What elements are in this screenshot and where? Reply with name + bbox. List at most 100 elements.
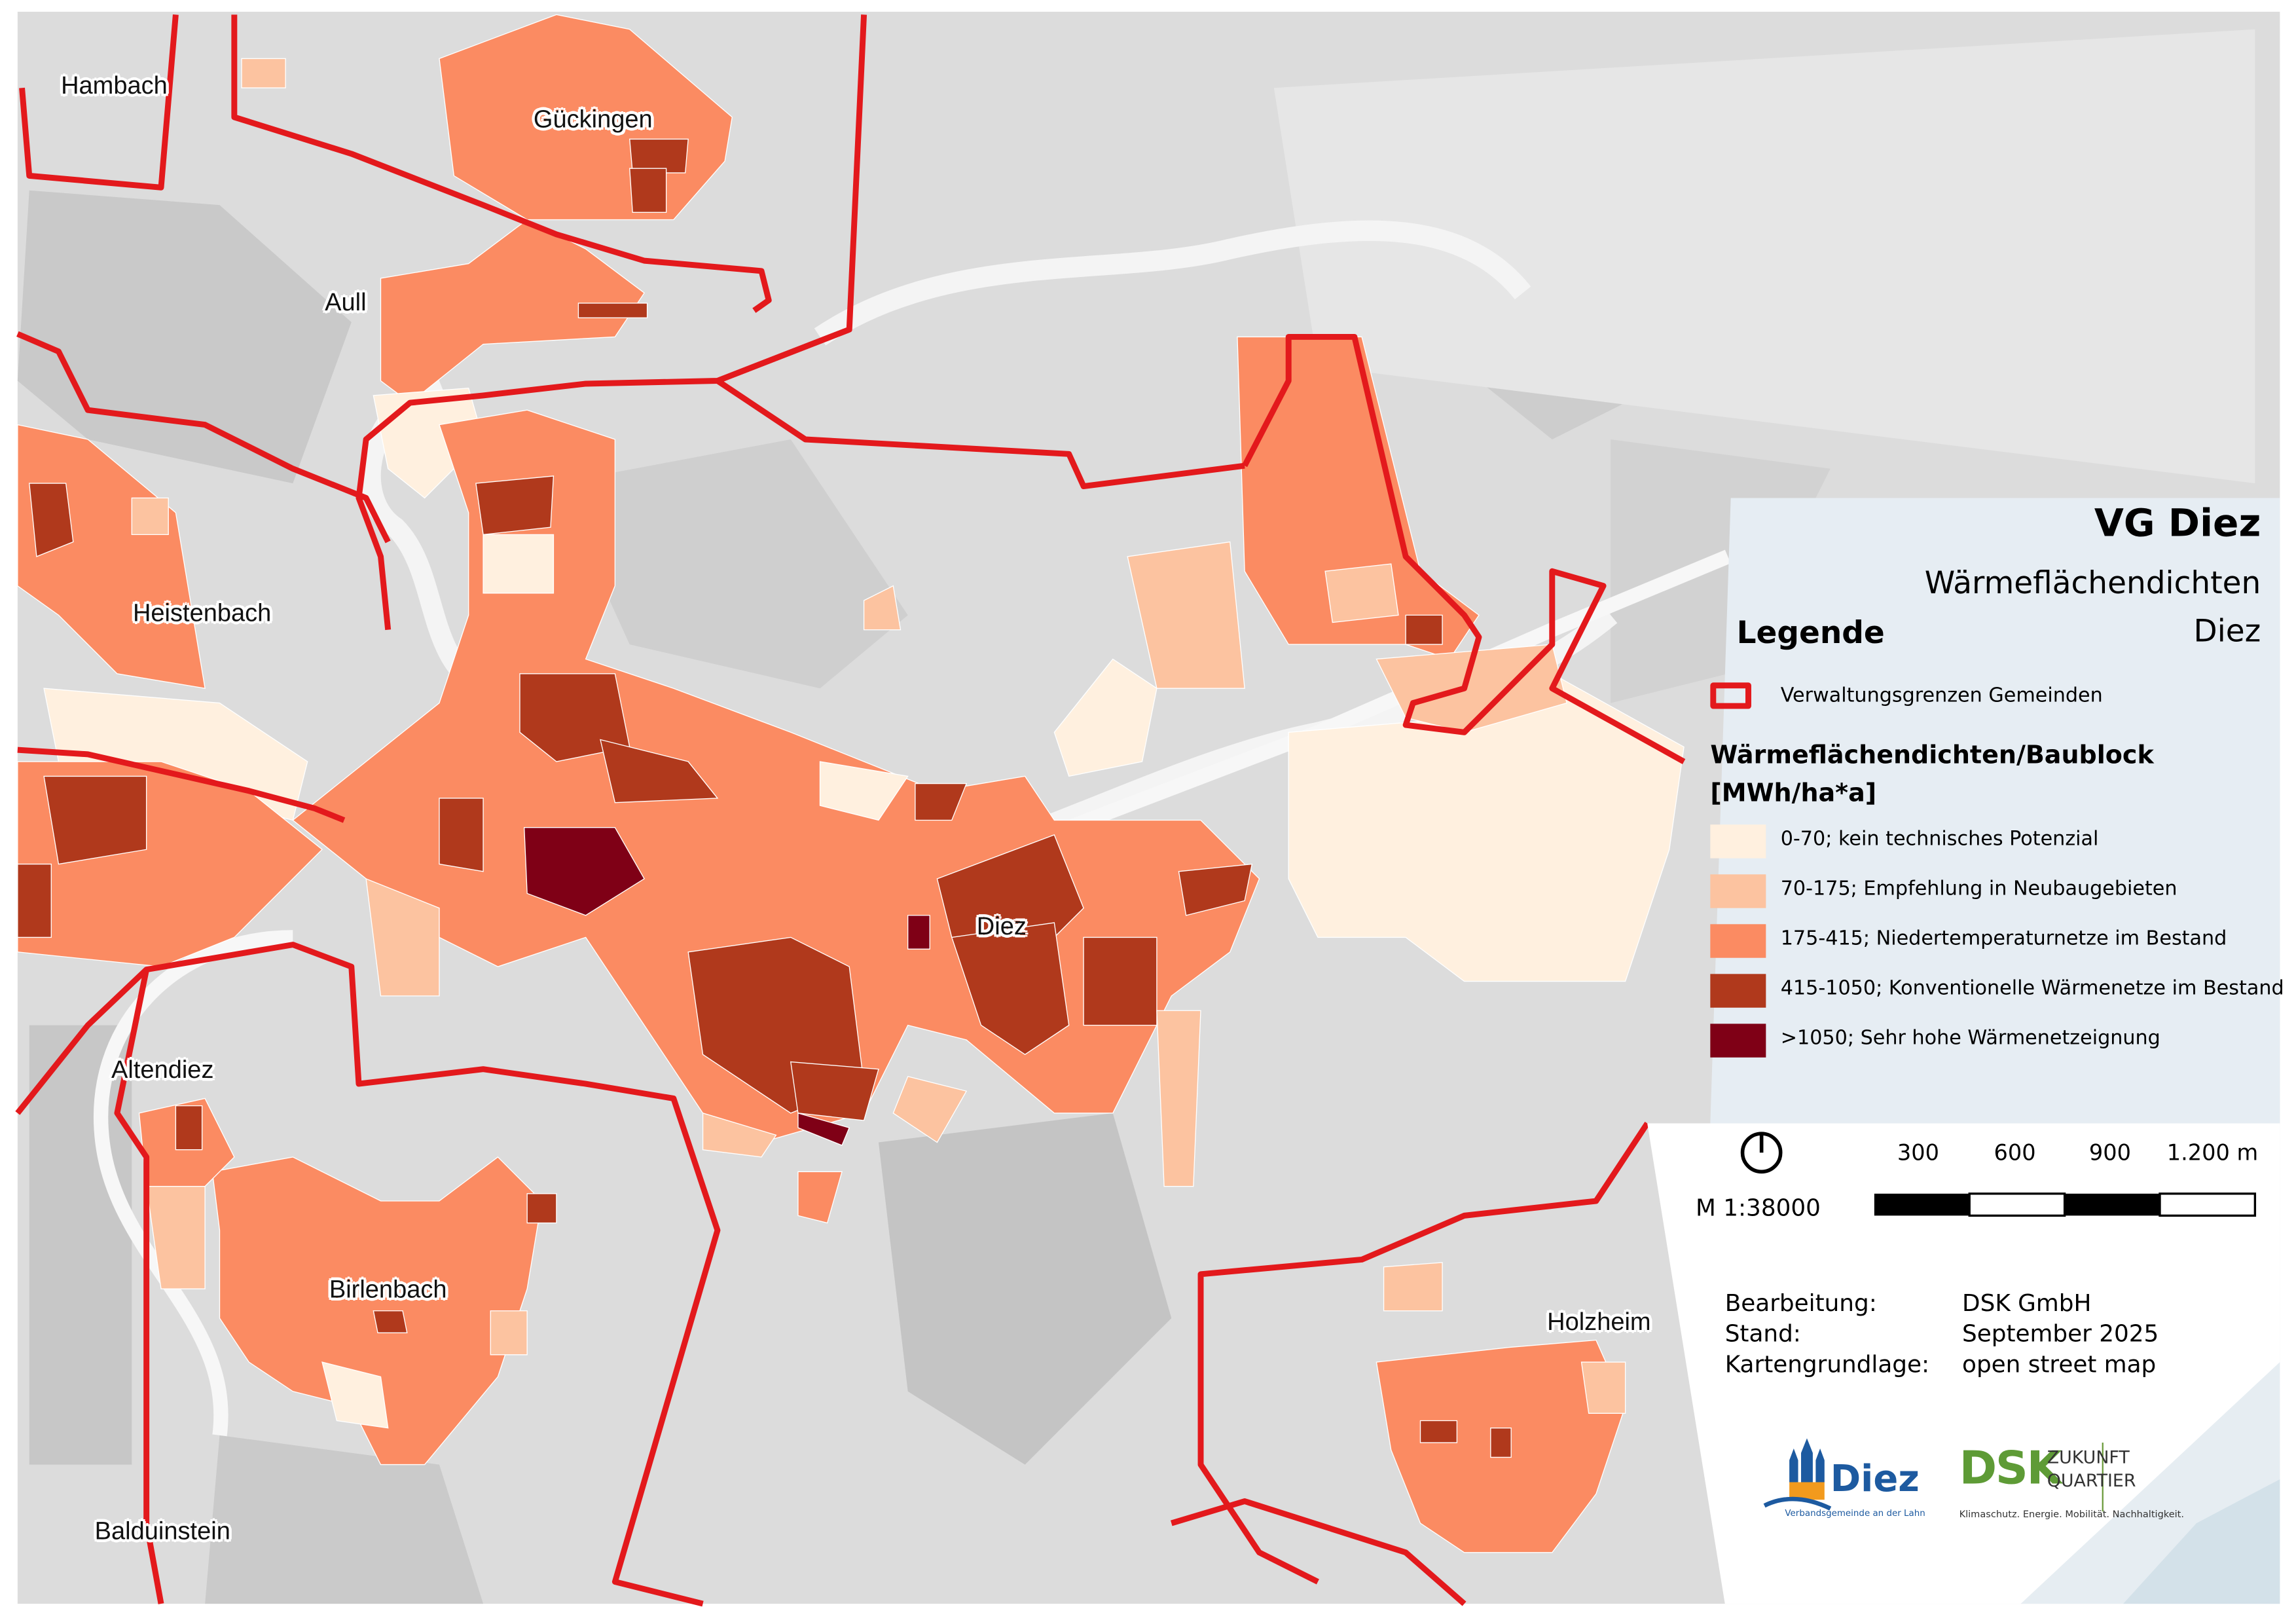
heat-block-class-3 bbox=[1405, 614, 1443, 645]
heat-block-class-1 bbox=[863, 585, 902, 631]
heat-block-class-1 bbox=[702, 1112, 777, 1158]
boundary-line bbox=[19, 14, 179, 191]
heat-block-class-4 bbox=[524, 827, 646, 916]
heat-block-class-3 bbox=[951, 922, 1070, 1056]
heat-block-class-1 bbox=[1580, 1361, 1626, 1414]
boundary-line bbox=[1170, 1498, 1467, 1606]
heat-block-class-3 bbox=[915, 783, 968, 821]
place-label-guckingen: Gückingen bbox=[533, 105, 653, 134]
legend-swatch-3 bbox=[1710, 974, 1766, 1008]
place-label-holzheim: Holzheim bbox=[1547, 1308, 1651, 1336]
heat-block-class-0 bbox=[483, 534, 555, 594]
legend-swatch-4 bbox=[1710, 1024, 1766, 1058]
scale-bar bbox=[1874, 1192, 2257, 1217]
legend-label-0: 0-70; kein technisches Potenzial bbox=[1780, 827, 2099, 851]
heat-block-class-1 bbox=[892, 1076, 968, 1143]
heat-block-class-3 bbox=[1178, 863, 1253, 916]
terrain-area bbox=[29, 1025, 132, 1465]
diez-logo-name: Diez bbox=[1830, 1457, 1920, 1500]
credit-value-1: September 2025 bbox=[1962, 1320, 2159, 1348]
heat-block-class-3 bbox=[629, 168, 667, 213]
scale-tick-600: 600 bbox=[1994, 1139, 2036, 1166]
heat-block-class-0 bbox=[321, 1361, 389, 1429]
heat-block-class-3 bbox=[629, 138, 689, 174]
place-label-diez: Diez bbox=[976, 912, 1027, 940]
credit-value-0: DSK GmbH bbox=[1962, 1289, 2092, 1317]
dsk-logo-line1: ZUKUNFT bbox=[2047, 1447, 2130, 1468]
legend-swatch-boundary bbox=[1710, 682, 1751, 709]
terrain-area bbox=[556, 439, 908, 689]
boundary-line bbox=[231, 14, 772, 313]
heat-block-class-1 bbox=[1324, 563, 1399, 623]
boundary-line bbox=[1197, 1122, 1650, 1585]
heat-block-class-1 bbox=[365, 877, 440, 997]
legend-swatch-0 bbox=[1710, 824, 1766, 858]
heat-block-class-4 bbox=[797, 1112, 850, 1146]
dsk-logo-line2: QUARTIER bbox=[2047, 1470, 2136, 1491]
heat-block-class-3 bbox=[175, 1105, 203, 1151]
place-label-birlenbach: Birlenbach bbox=[329, 1276, 447, 1304]
heat-block-class-3 bbox=[1419, 1420, 1458, 1443]
heat-block-class-0 bbox=[819, 761, 909, 821]
north-arrow-icon bbox=[1740, 1132, 1783, 1174]
place-label-heistenbach: Heistenbach bbox=[132, 599, 272, 627]
heat-block-class-3 bbox=[17, 863, 52, 938]
legend-panel bbox=[1710, 498, 2280, 1124]
credit-key-0: Bearbeitung: bbox=[1724, 1289, 1877, 1317]
heat-block-class-1 bbox=[1383, 1262, 1443, 1312]
heat-block-class-3 bbox=[1083, 936, 1157, 1026]
place-label-hambach: Hambach bbox=[61, 71, 168, 100]
heat-block-class-3 bbox=[790, 1061, 879, 1121]
boundary-line bbox=[716, 378, 1245, 490]
map-title: VG Diez bbox=[2094, 502, 2261, 547]
legend-label-1: 70-175; Empfehlung in Neubaugebieten bbox=[1780, 877, 2178, 901]
boundary-line bbox=[114, 969, 164, 1604]
boundary-line bbox=[1242, 333, 1686, 764]
heat-block-class-1 bbox=[1127, 541, 1245, 689]
map-subtitle: Wärmeflächendichten bbox=[1924, 565, 2261, 601]
heat-block-class-1 bbox=[241, 58, 286, 88]
heat-block-class-1 bbox=[145, 1185, 206, 1289]
credit-key-1: Stand: bbox=[1724, 1320, 1801, 1348]
dsk-logo-name: DSK bbox=[1959, 1443, 2062, 1496]
legend-swatch-2 bbox=[1710, 924, 1766, 958]
diez-logo-tagline: Verbandsgemeinde an der Lahn bbox=[1785, 1508, 1925, 1519]
heat-block-class-3 bbox=[526, 1193, 557, 1224]
heat-block-class-1 bbox=[131, 497, 169, 536]
legend-density-unit: [MWh/ha*a] bbox=[1710, 779, 1877, 809]
terrain-area bbox=[878, 1113, 1172, 1465]
scale-tick-900: 900 bbox=[2088, 1139, 2131, 1166]
legend-label-4: >1050; Sehr hohe Wärmenetzeignung bbox=[1780, 1026, 2160, 1050]
heat-block-class-3 bbox=[519, 673, 630, 762]
diez-logo bbox=[1763, 1438, 1832, 1511]
scale-tick-300: 300 bbox=[1897, 1139, 1939, 1166]
legend-density-heading: Wärmeflächendichten/Baublock bbox=[1710, 741, 2154, 771]
heat-block-class-1 bbox=[1376, 644, 1567, 733]
legend-swatch-1 bbox=[1710, 874, 1766, 908]
decorative-triangle bbox=[2123, 1479, 2280, 1604]
heat-block-class-4 bbox=[907, 915, 930, 950]
heat-block-class-0 bbox=[1053, 658, 1157, 777]
heat-block-class-1 bbox=[1156, 1010, 1201, 1187]
legend-label-boundary: Verwaltungsgrenzen Gemeinden bbox=[1780, 684, 2103, 708]
heat-block-class-3 bbox=[577, 303, 648, 319]
credit-value-2: open street map bbox=[1962, 1350, 2157, 1378]
heat-block-class-3 bbox=[28, 483, 74, 557]
scale-ratio: M 1:38000 bbox=[1695, 1193, 1821, 1222]
heat-block-class-2 bbox=[797, 1171, 843, 1224]
dsk-logo-tagline: Klimaschutz. Energie. Mobilität. Nachhal… bbox=[1959, 1508, 2185, 1521]
heat-density-blocks bbox=[17, 14, 1685, 1553]
terrain-area bbox=[1273, 29, 2255, 484]
heat-block-class-3 bbox=[475, 475, 555, 536]
legend-label-3: 415-1050; Konventionelle Wärmenetze im B… bbox=[1780, 976, 2284, 1001]
administrative-boundaries bbox=[15, 14, 1686, 1607]
heat-block-class-3 bbox=[439, 798, 484, 872]
heat-block-class-3 bbox=[43, 775, 147, 865]
boundary-line bbox=[16, 331, 391, 544]
boundary-line bbox=[15, 942, 721, 1607]
terrain-area bbox=[205, 1435, 484, 1604]
map-area: Diez bbox=[2193, 614, 2261, 649]
place-label-balduinstein: Balduinstein bbox=[94, 1517, 230, 1545]
boundary-line bbox=[17, 747, 346, 823]
